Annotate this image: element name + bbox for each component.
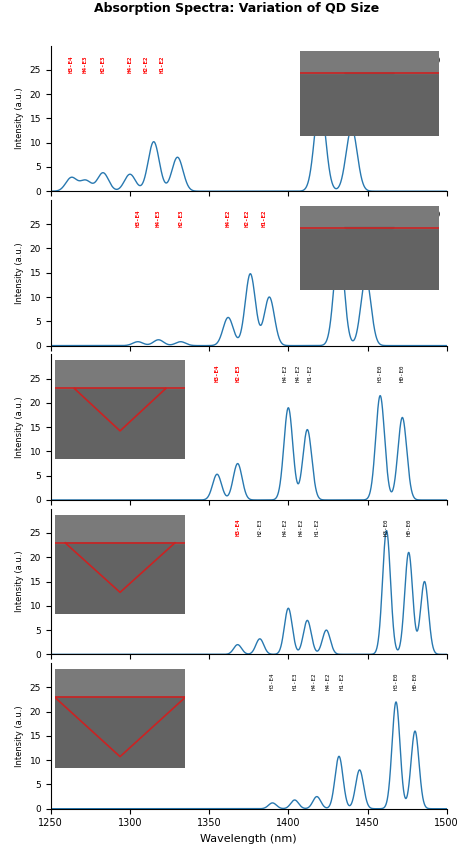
Text: H0-E0: H0-E0 [412,673,418,691]
Text: 27 nm QD: 27 nm QD [59,673,115,683]
Text: H4-E2: H4-E2 [326,673,330,691]
Text: H3-E0: H3-E0 [337,210,341,227]
Text: H3-E0: H3-E0 [378,364,383,381]
Text: H1-E2: H1-E2 [262,210,267,227]
Text: H1-E2: H1-E2 [340,673,345,691]
Y-axis label: Intensity (a.u.): Intensity (a.u.) [15,242,24,303]
Text: 12 nm: 12 nm [401,56,441,66]
Text: H2-E2: H2-E2 [245,210,250,227]
Text: 12 nm QD: 12 nm QD [384,56,441,66]
Text: H3-E4: H3-E4 [69,55,74,73]
Text: H3-E0: H3-E0 [384,519,389,536]
Text: H4-E3: H4-E3 [156,210,161,227]
Text: H4-E2: H4-E2 [226,210,231,227]
Text: H2-E3: H2-E3 [257,519,262,536]
Text: H3-E4: H3-E4 [136,210,140,227]
Text: H4-E2: H4-E2 [128,55,132,73]
Text: H2-E3: H2-E3 [235,364,240,381]
Text: Absorption Spectra: Variation of QD Size: Absorption Spectra: Variation of QD Size [94,2,380,15]
Text: 22 nm QD: 22 nm QD [59,364,115,375]
Y-axis label: Intensity (a.u.): Intensity (a.u.) [15,705,24,767]
Text: H1-E2: H1-E2 [159,55,164,73]
Text: H0-E0: H0-E0 [364,210,368,227]
Text: H0-E0: H0-E0 [406,519,411,536]
Text: H0-E0: H0-E0 [400,364,405,381]
Text: H1-E2: H1-E2 [314,519,319,536]
X-axis label: Wavelength (nm): Wavelength (nm) [201,834,297,844]
Text: H1-E3: H1-E3 [292,673,297,691]
Text: 17 nm: 17 nm [401,210,441,220]
Text: H3-E0: H3-E0 [393,673,399,691]
Text: H2-E3: H2-E3 [178,210,183,227]
Text: 17 nm QD: 17 nm QD [384,210,441,220]
Y-axis label: Intensity (a.u.): Intensity (a.u.) [15,88,24,149]
Text: H3-E4: H3-E4 [235,519,240,536]
Text: H0-E0: H0-E0 [349,55,354,73]
Text: H3-E4: H3-E4 [215,364,219,381]
Text: H2-E3: H2-E3 [100,55,106,73]
Text: H3-E0: H3-E0 [318,55,322,73]
Text: H4-E2: H4-E2 [311,673,316,691]
Text: 24 nm QD: 24 nm QD [59,519,115,529]
Text: H4-E3: H4-E3 [83,55,88,73]
Text: H4-E2: H4-E2 [299,519,303,536]
Text: H4-E2: H4-E2 [283,519,288,536]
Text: H3-E4: H3-E4 [270,673,275,691]
Y-axis label: Intensity (a.u.): Intensity (a.u.) [15,396,24,458]
Y-axis label: Intensity (a.u.): Intensity (a.u.) [15,551,24,612]
Text: H4-E2: H4-E2 [283,364,288,381]
Text: H2-E2: H2-E2 [143,55,148,73]
Text: H1-E2: H1-E2 [308,364,313,381]
Text: H4-E2: H4-E2 [295,364,301,381]
